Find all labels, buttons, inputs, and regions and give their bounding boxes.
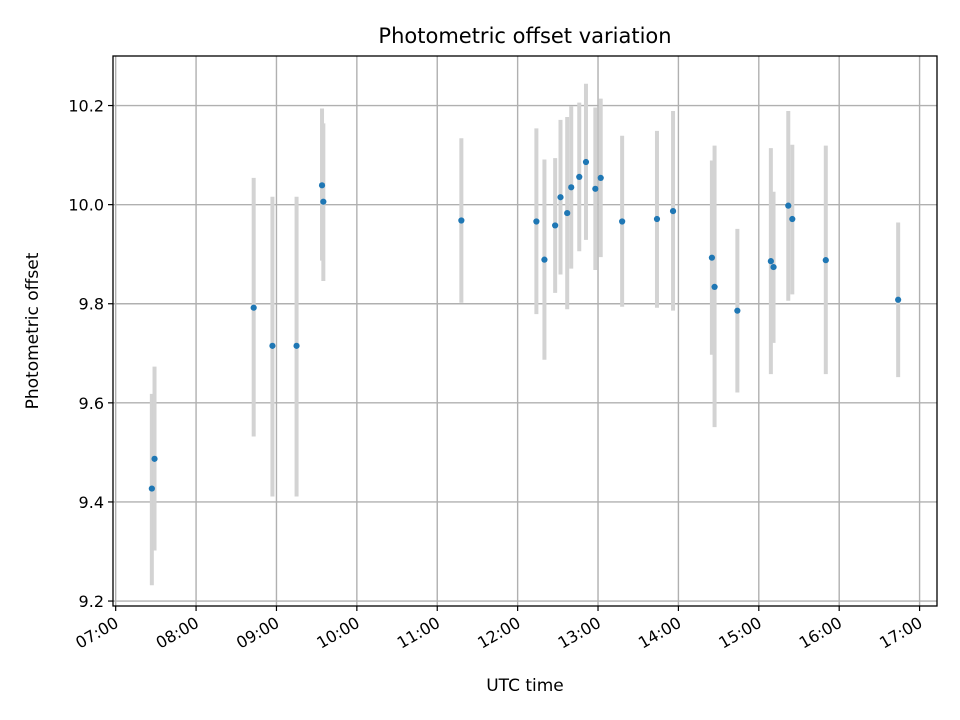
- x-tick-label: 12:00: [474, 613, 523, 653]
- data-point: [269, 342, 276, 349]
- data-point: [770, 263, 777, 271]
- x-tick-label: 08:00: [153, 613, 202, 653]
- plot-frame: [112, 55, 938, 607]
- data-point: [895, 296, 902, 303]
- data-point: [734, 307, 741, 314]
- chart-title: Photometric offset variation: [378, 24, 671, 48]
- data-point: [767, 258, 774, 265]
- x-tick-label: 13:00: [555, 613, 604, 653]
- data-point: [568, 184, 575, 191]
- y-tick-label: 10.0: [68, 196, 104, 215]
- y-tick-label: 9.8: [79, 295, 104, 314]
- data-point: [533, 218, 540, 225]
- x-axis-label: UTC time: [486, 676, 564, 696]
- data-point: [582, 158, 590, 166]
- y-tick-label: 9.2: [79, 592, 104, 611]
- grid: [113, 56, 937, 606]
- x-tick-label: 10:00: [313, 613, 362, 653]
- data-point: [669, 207, 677, 215]
- x-tick-label: 11:00: [394, 613, 443, 653]
- data-point: [151, 455, 158, 462]
- y-tick-label: 9.4: [79, 493, 104, 512]
- data-point: [320, 198, 327, 205]
- y-axis-label: Photometric offset: [23, 252, 43, 409]
- data-point: [822, 257, 829, 264]
- data-point: [148, 485, 155, 492]
- data-point: [576, 173, 583, 181]
- data-point: [653, 215, 661, 223]
- x-tick-label: 17:00: [876, 613, 925, 653]
- data-point: [564, 209, 571, 217]
- data-point: [541, 256, 548, 263]
- data-point: [552, 222, 559, 229]
- data-point: [785, 202, 792, 209]
- y-tick-label: 9.6: [79, 394, 104, 413]
- data-point: [557, 194, 564, 201]
- data-point: [293, 342, 300, 349]
- data-point: [250, 304, 257, 311]
- data-point: [458, 217, 465, 224]
- data-point: [711, 283, 718, 291]
- data-point: [619, 218, 626, 225]
- data-point: [708, 254, 716, 261]
- data-point: [597, 174, 604, 181]
- x-tick-label: 16:00: [796, 613, 845, 653]
- data-point: [789, 215, 796, 223]
- plot-background: [113, 56, 937, 606]
- x-tick-label: 15:00: [715, 613, 764, 653]
- x-tick-label: 07:00: [72, 613, 121, 653]
- x-tick-label: 14:00: [635, 613, 684, 653]
- data-point: [592, 185, 599, 192]
- x-tick-label: 09:00: [233, 613, 282, 653]
- data-points: [148, 158, 902, 492]
- y-tick-label: 10.2: [68, 97, 104, 116]
- data-point: [318, 182, 326, 189]
